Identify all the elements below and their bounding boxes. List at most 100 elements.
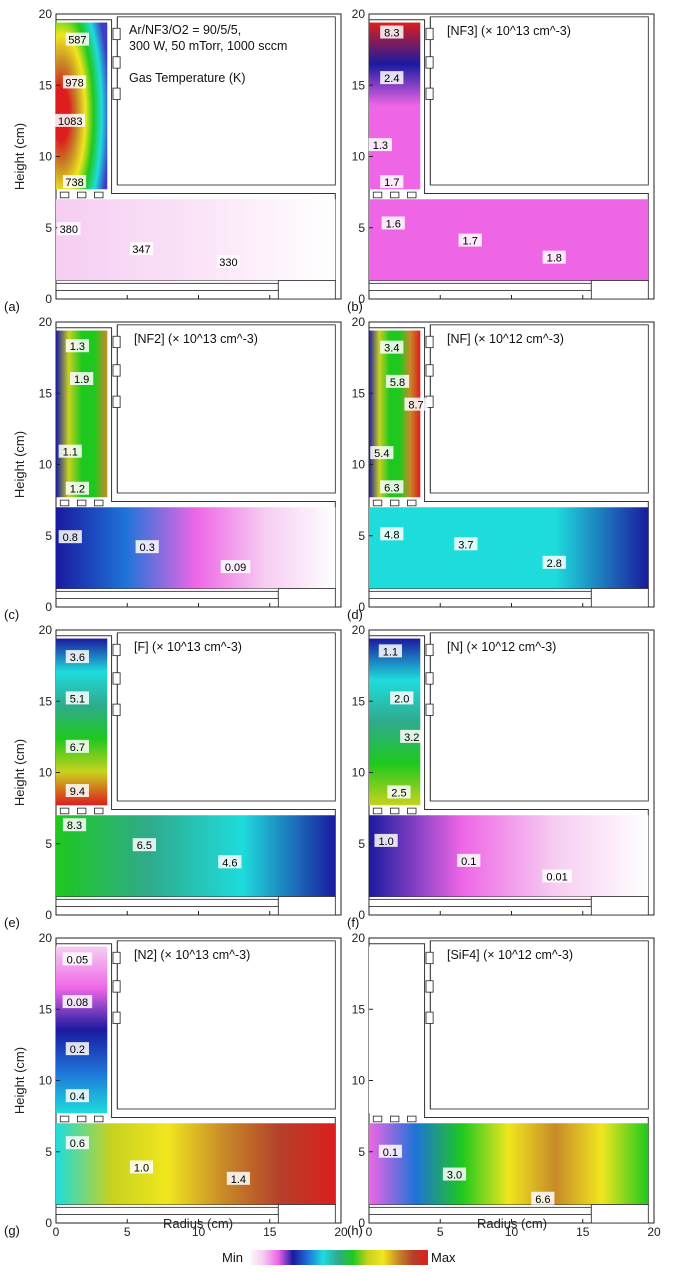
contour-label: 380 <box>60 224 78 236</box>
coil-segment <box>112 1011 121 1024</box>
coil-segment <box>112 643 121 657</box>
contour-label: 2.4 <box>384 73 399 85</box>
y-axis-label: Height (cm) <box>12 123 27 190</box>
upper-chamber-field <box>56 22 108 190</box>
y-tick-label: 10 <box>39 458 53 472</box>
panel-title: [NF2] (× 10^13 cm^-3) <box>134 332 258 346</box>
coil-segment <box>112 395 121 408</box>
panel-label: (f) <box>347 915 359 930</box>
substrate-platform <box>368 898 592 907</box>
contour-label-bg <box>390 691 414 705</box>
contour-label-bg <box>442 1167 467 1181</box>
contour-label: 1.3 <box>70 341 85 353</box>
contour-label-bg <box>454 537 478 551</box>
contour-label-bg <box>55 113 86 127</box>
contour-label: 1.4 <box>231 1174 246 1186</box>
coil-segment <box>425 364 434 377</box>
contour-label: 0.2 <box>70 1044 85 1056</box>
contour-label: 1.6 <box>386 218 401 230</box>
x-tick-label: 15 <box>263 1225 277 1239</box>
contour-label: 587 <box>68 35 86 47</box>
contour-label: 2.5 <box>391 787 406 799</box>
y-tick-label: 0 <box>358 292 365 306</box>
contour-label-bg <box>62 818 87 832</box>
contour-label-bg <box>218 855 242 869</box>
contour-label: 1.0 <box>378 836 393 848</box>
substrate-platform <box>55 282 279 291</box>
showerhead-nozzle <box>94 807 104 815</box>
showerhead-nozzle <box>389 807 400 815</box>
y-tick-label: 0 <box>45 292 52 306</box>
showerhead-nozzle <box>372 807 383 815</box>
contour-label: 1083 <box>58 116 82 128</box>
pump-port <box>277 280 336 300</box>
panel-title: [NF] (× 10^12 cm^-3) <box>447 332 564 346</box>
contour-label: 1.2 <box>70 484 85 496</box>
scale-max-label: Max <box>431 1250 456 1265</box>
y-tick-label: 20 <box>39 931 53 945</box>
contour-label: 6.5 <box>137 840 152 852</box>
contour-label: 9.4 <box>70 786 85 798</box>
substrate-platform <box>368 282 592 291</box>
contour-label-bg <box>380 340 404 354</box>
contour-label: 1.7 <box>384 177 399 189</box>
y-axis-label: Height (cm) <box>12 1047 27 1114</box>
y-tick-label: 0 <box>45 1216 52 1230</box>
contour-label: 0.09 <box>225 562 246 574</box>
showerhead-nozzle <box>407 1115 417 1123</box>
y-tick-label: 20 <box>352 931 366 945</box>
showerhead-nozzle <box>94 499 104 507</box>
contour-label: 1.3 <box>373 140 388 152</box>
contour-label-bg <box>226 1171 250 1185</box>
coil-segment <box>425 335 434 349</box>
coil-segment <box>425 980 434 993</box>
y-tick-label: 15 <box>39 694 53 708</box>
coil-segment <box>112 980 121 993</box>
y-tick-label: 20 <box>39 623 53 637</box>
pump-port <box>277 1204 336 1224</box>
y-tick-label: 10 <box>352 458 366 472</box>
top-structure <box>116 16 336 186</box>
x-tick-label: 5 <box>124 1225 131 1239</box>
coil-segment <box>425 672 434 685</box>
contour-label-bg <box>380 527 404 541</box>
pump-port <box>277 896 336 916</box>
contour-label: 0.1 <box>461 856 476 868</box>
contour-label-bg <box>65 339 89 353</box>
contour-label: 6.3 <box>384 482 399 494</box>
y-tick-label: 5 <box>358 1145 365 1159</box>
contour-label-bg <box>62 175 87 189</box>
panel-7: 0 5 10 15 20 0 5 10 15 20 (h) [SiF4] (× 10^12 cm^-3… <box>347 931 661 1239</box>
contour-label: 5.1 <box>70 693 85 705</box>
contour-label: 738 <box>65 177 83 189</box>
contour-label-bg <box>378 1144 402 1158</box>
coil-segment <box>112 87 121 100</box>
y-tick-label: 20 <box>39 7 53 21</box>
top-structure <box>116 632 336 802</box>
showerhead-nozzle <box>389 1115 400 1123</box>
showerhead-nozzle <box>59 1115 70 1123</box>
contour-label-bg <box>65 1042 89 1056</box>
showerhead-nozzle <box>389 499 400 507</box>
contour-label: 0.4 <box>70 1091 85 1103</box>
contour-label: 347 <box>132 244 150 256</box>
coil-segment <box>425 951 434 965</box>
contour-label-bg <box>129 1160 154 1174</box>
contour-label: 0.1 <box>383 1147 398 1159</box>
x-tick-label: 20 <box>334 1225 348 1239</box>
panel-title: [N2] (× 10^13 cm^-3) <box>134 948 250 962</box>
contour-label: 1.8 <box>547 253 562 265</box>
contour-label-bg <box>400 729 424 743</box>
contour-label-bg <box>132 838 156 852</box>
coil-segment <box>425 87 434 100</box>
x-tick-label: 0 <box>53 1225 60 1239</box>
contour-label-bg <box>65 739 89 753</box>
panel-title-line: 300 W, 50 mTorr, 1000 sccm <box>129 39 287 53</box>
contour-label: 1.9 <box>74 374 89 386</box>
y-tick-label: 10 <box>352 766 366 780</box>
lower-chamber-field <box>369 507 649 589</box>
top-structure <box>429 632 649 802</box>
contour-label: 1.1 <box>63 447 78 459</box>
y-tick-label: 15 <box>352 694 366 708</box>
